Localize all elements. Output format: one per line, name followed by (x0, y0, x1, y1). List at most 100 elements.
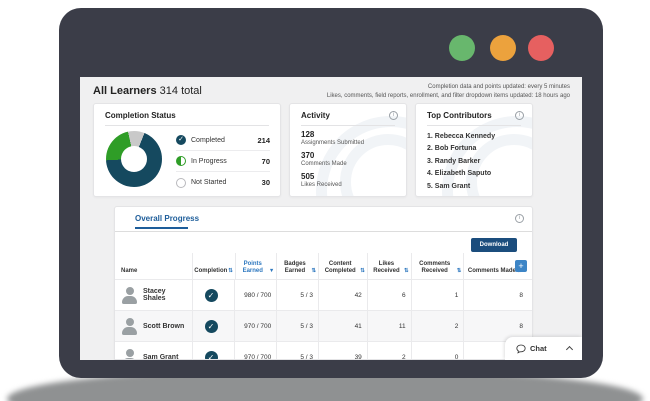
add-column-button[interactable]: + (515, 260, 527, 272)
completed-check-icon: ✓ (176, 135, 186, 145)
divider (301, 125, 395, 126)
badges-cell: 5 / 3 (277, 342, 320, 359)
column-label: Likes Received (373, 261, 400, 274)
chat-label: Chat (530, 344, 547, 353)
column-label: Comments Made (467, 268, 516, 274)
update-notes: Completion data and points updated: ever… (327, 83, 570, 101)
column-header-name[interactable]: Name (115, 253, 193, 279)
table-row[interactable]: Sam Grant ✓ 970 / 700 5 / 3 39 2 0 (115, 341, 532, 360)
top-contributors-card: Top Contributors i 1. Rebecca Kennedy 2.… (415, 103, 533, 197)
points-cell: 980 / 700 (235, 280, 278, 310)
completion-legend: ✓ Completed 214 In Progress 70 Not Start… (176, 130, 270, 193)
column-label: Name (121, 268, 138, 274)
table-row[interactable]: Stacey Shales ✓ 980 / 700 5 / 3 42 6 1 8 (115, 279, 532, 310)
sort-icon[interactable]: ⇅ (456, 268, 462, 274)
activity-list: 128 Assignments Submitted 370 Comments M… (301, 130, 398, 193)
activity-label: Likes Received (301, 182, 342, 188)
avatar-icon (121, 287, 138, 304)
activity-card: Activity i 128 Assignments Submitted 370… (289, 103, 407, 197)
decorative-ring (466, 134, 532, 196)
legend-row-completed: ✓ Completed 214 (176, 130, 270, 151)
content-cell: 42 (319, 280, 368, 310)
completion-status-title: Completion Status (105, 111, 176, 120)
sort-icon[interactable]: ⇅ (360, 268, 365, 274)
window-button-green[interactable] (449, 35, 475, 61)
update-note-line2: Likes, comments, field reports, enrollme… (326, 93, 570, 99)
completion-cell: ✓ (193, 342, 236, 359)
activity-item: 128 Assignments Submitted (301, 130, 398, 147)
legend-value: 214 (257, 135, 270, 145)
divider (105, 125, 269, 126)
legend-label: Completed (191, 136, 225, 144)
window-button-orange[interactable] (490, 35, 516, 61)
content-cell: 39 (319, 342, 368, 359)
comments-made-cell: 8 (519, 291, 523, 299)
contributor-item: 5. Sam Grant (427, 182, 471, 190)
tab-overall-progress[interactable]: Overall Progress (135, 214, 200, 223)
activity-title: Activity (301, 111, 330, 120)
column-label: Points Earned (242, 261, 263, 274)
download-report-button[interactable]: Download Report (471, 238, 517, 262)
learner-name-cell: Sam Grant (115, 342, 193, 360)
decorative-ring (340, 134, 406, 196)
sort-icon[interactable]: ⇅ (311, 268, 317, 274)
points-cell: 970 / 700 (235, 342, 278, 359)
likes-cell: 6 (368, 280, 412, 310)
browser-frame: All Learners 314 total Completion data a… (59, 8, 603, 378)
activity-value: 505 (301, 172, 315, 181)
info-icon[interactable]: i (515, 111, 524, 120)
completed-check-icon: ✓ (204, 288, 218, 302)
legend-label: In Progress (191, 157, 227, 165)
contributors-list: 1. Rebecca Kennedy 2. Bob Fortuna 3. Ran… (427, 131, 524, 193)
column-header-comments-received[interactable]: Comments Received ⇅ (412, 253, 465, 279)
in-progress-half-circle-icon (176, 156, 186, 166)
table-row[interactable]: Scott Brown ✓ 970 / 700 5 / 3 41 11 2 8 (115, 310, 532, 341)
legend-row-in-progress: In Progress 70 (176, 151, 270, 172)
column-header-completion[interactable]: Completion ⇅ (193, 253, 236, 279)
info-icon[interactable]: i (515, 214, 524, 223)
completion-donut (106, 131, 162, 187)
contributor-item: 4. Elizabeth Saputo (427, 170, 492, 178)
avatar-icon (121, 349, 138, 359)
completed-check-icon: ✓ (204, 350, 218, 359)
sort-icon[interactable]: ⇅ (404, 268, 409, 274)
page-title-main: All Learners (93, 85, 157, 97)
sort-desc-icon[interactable]: ▼ (268, 268, 275, 274)
learner-name: Stacey Shales (143, 288, 166, 302)
window-button-red[interactable] (528, 35, 554, 61)
page-title: All Learners 314 total (93, 85, 202, 97)
overall-progress-card: Overall Progress i Download Report Name … (114, 206, 533, 360)
chevron-up-icon[interactable] (565, 345, 574, 354)
learner-name-cell: Stacey Shales (115, 280, 193, 310)
completion-cell: ✓ (193, 311, 236, 341)
contributor-item: 3. Randy Barker (427, 157, 481, 165)
legend-value: 70 (261, 156, 270, 166)
dashboard-content: All Learners 314 total Completion data a… (80, 77, 582, 360)
points-cell: 970 / 700 (235, 311, 278, 341)
not-started-empty-circle-icon (176, 177, 186, 188)
divider (115, 231, 532, 232)
divider (427, 125, 521, 126)
activity-item: 370 Comments Made (301, 151, 398, 168)
info-icon[interactable]: i (389, 111, 398, 120)
column-header-comments-made[interactable]: Comments Made⇅ + (464, 253, 532, 279)
page-title-count: 314 total (159, 85, 202, 97)
update-note-line1: Completion data and points updated: ever… (427, 84, 570, 90)
legend-label: Not Started (191, 179, 227, 186)
content-cell: 41 (319, 311, 368, 341)
column-label: Content Completed (324, 261, 356, 274)
column-header-likes-received[interactable]: Likes Received ⇅ (368, 253, 412, 279)
column-header-badges-earned[interactable]: Badges Earned ⇅ (277, 253, 320, 279)
comments-made-cell: 8 (519, 322, 523, 330)
learner-name: Sam Grant (143, 353, 179, 360)
chat-launcher[interactable]: Chat (505, 337, 582, 360)
likes-cell: 11 (368, 311, 412, 341)
badges-cell: 5 / 3 (277, 280, 320, 310)
column-header-points-earned[interactable]: Points Earned ▼ (236, 253, 278, 279)
completion-cell: ✓ (193, 280, 236, 310)
comments-received-cell: 1 (412, 280, 465, 310)
column-header-content-completed[interactable]: Content Completed ⇅ (319, 253, 368, 279)
sort-icon[interactable]: ⇅ (228, 268, 233, 274)
column-label: Comments Received (419, 261, 451, 274)
learner-name-cell: Scott Brown (115, 311, 193, 341)
